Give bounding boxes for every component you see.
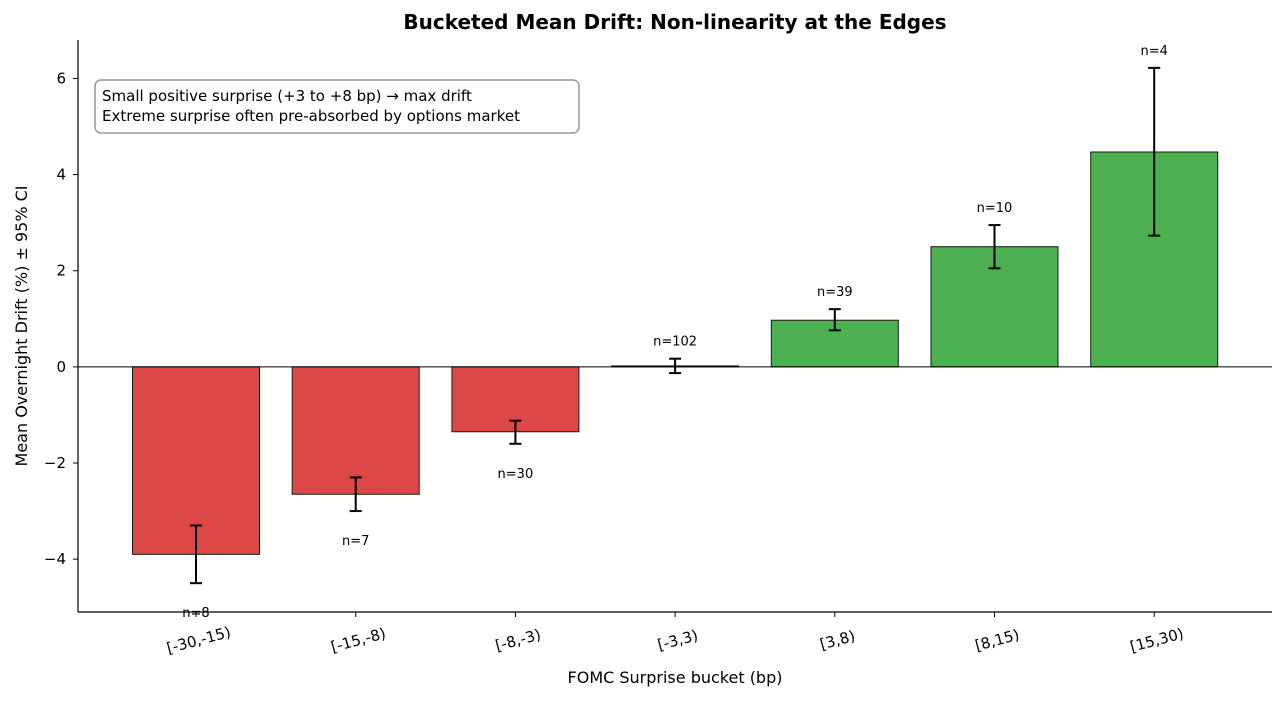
y-tick-label: 2 (56, 262, 66, 280)
x-tick-label: [8,15) (973, 626, 1021, 655)
error-bar (988, 224, 1001, 270)
x-tick-label: [15,30) (1128, 624, 1185, 656)
x-tick-label: [3,8) (818, 627, 857, 654)
count-label: n=8 (182, 606, 209, 621)
y-tick-label: 4 (56, 166, 66, 184)
count-label: n=7 (342, 534, 369, 549)
x-tick-label: [-8,-3) (493, 625, 542, 654)
error-bars (190, 66, 1161, 585)
count-label: n=39 (817, 285, 853, 300)
error-bar (190, 524, 202, 585)
chart-title: Bucketed Mean Drift: Non-linearity at th… (403, 10, 946, 34)
bar (291, 366, 420, 495)
x-tick-label: [-15,-8) (329, 624, 388, 656)
x-tick-label: [-3,3) (656, 626, 700, 654)
y-axis: −4 −2 0 2 4 6 (44, 69, 78, 568)
error-bar (828, 308, 841, 332)
y-axis-label: Mean Overnight Drift (%) ± 95% CI (12, 186, 31, 467)
y-tick-label: −4 (44, 550, 66, 568)
annotation-line-1: Small positive surprise (+3 to +8 bp) → … (102, 87, 472, 105)
x-tick-label: [-30,-15) (165, 623, 233, 657)
count-label: n=4 (1140, 44, 1167, 59)
x-axis-label: FOMC Surprise bucket (bp) (568, 668, 783, 687)
y-tick-label: 6 (56, 69, 66, 87)
error-bar (1148, 66, 1161, 237)
y-tick-label: 0 (56, 358, 66, 376)
bar (132, 366, 260, 555)
count-labels: n=8 n=7 n=30 n=102 n=39 n=10 n=4 (182, 44, 1168, 621)
bars (132, 151, 1219, 555)
annotation-box: Small positive surprise (+3 to +8 bp) → … (94, 79, 580, 134)
annotation-line-2: Extreme surprise often pre-absorbed by o… (102, 107, 520, 125)
count-label: n=30 (498, 467, 534, 482)
count-label: n=102 (653, 335, 697, 350)
error-bar (669, 357, 682, 375)
x-axis: [-30,-15) [-15,-8) [-8,-3) [-3,3) [3,8) [8,15… (165, 612, 1186, 657)
error-bar (509, 419, 522, 445)
error-bar (349, 476, 362, 513)
count-label: n=10 (977, 201, 1013, 216)
y-tick-label: −2 (44, 454, 66, 472)
